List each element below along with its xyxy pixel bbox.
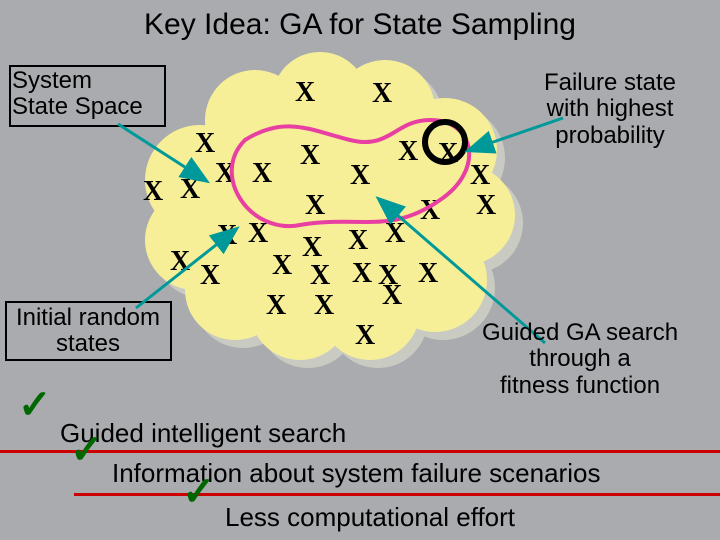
x-mark: X bbox=[217, 220, 237, 252]
x-mark: X bbox=[248, 218, 268, 250]
x-mark: X bbox=[300, 140, 320, 172]
x-mark: X bbox=[200, 260, 220, 292]
x-mark: X bbox=[352, 258, 372, 290]
x-mark: X bbox=[438, 138, 458, 170]
x-mark: X bbox=[348, 225, 368, 257]
x-mark: X bbox=[170, 246, 190, 278]
diagram-stage: Key Idea: GA for State Sampling XXXXXXXX… bbox=[0, 0, 720, 540]
x-mark: X bbox=[180, 174, 200, 206]
system-state-space-label: SystemState Space bbox=[12, 68, 143, 121]
x-mark: X bbox=[314, 290, 334, 322]
slide-title: Key Idea: GA for State Sampling bbox=[0, 8, 720, 42]
x-mark: X bbox=[143, 176, 163, 208]
x-mark: X bbox=[382, 280, 402, 312]
x-mark: X bbox=[372, 78, 392, 110]
x-mark: X bbox=[385, 218, 405, 250]
x-mark: X bbox=[195, 128, 215, 160]
x-mark: X bbox=[272, 250, 292, 282]
check-icon: ✓ bbox=[18, 385, 52, 425]
check-icon: ✓ bbox=[182, 472, 216, 512]
x-mark: X bbox=[470, 160, 490, 192]
x-mark: X bbox=[476, 190, 496, 222]
x-mark: X bbox=[215, 158, 235, 190]
check-icon: ✓ bbox=[70, 430, 104, 470]
x-mark: X bbox=[355, 320, 375, 352]
initial-random-states-label: Initial randomstates bbox=[8, 305, 168, 358]
x-mark: X bbox=[350, 160, 370, 192]
x-mark: X bbox=[420, 195, 440, 227]
x-mark: X bbox=[310, 260, 330, 292]
failure-state-label: Failure statewith highestprobability bbox=[520, 70, 700, 149]
x-mark: X bbox=[266, 290, 286, 322]
bullet-less-effort: Less computational effort bbox=[225, 502, 515, 533]
x-mark: X bbox=[305, 190, 325, 222]
guided-ga-search-label: Guided GA searchthrough afitness functio… bbox=[470, 320, 690, 399]
x-mark: X bbox=[398, 136, 418, 168]
x-mark: X bbox=[295, 77, 315, 109]
x-mark: X bbox=[252, 158, 272, 190]
x-mark: X bbox=[418, 258, 438, 290]
